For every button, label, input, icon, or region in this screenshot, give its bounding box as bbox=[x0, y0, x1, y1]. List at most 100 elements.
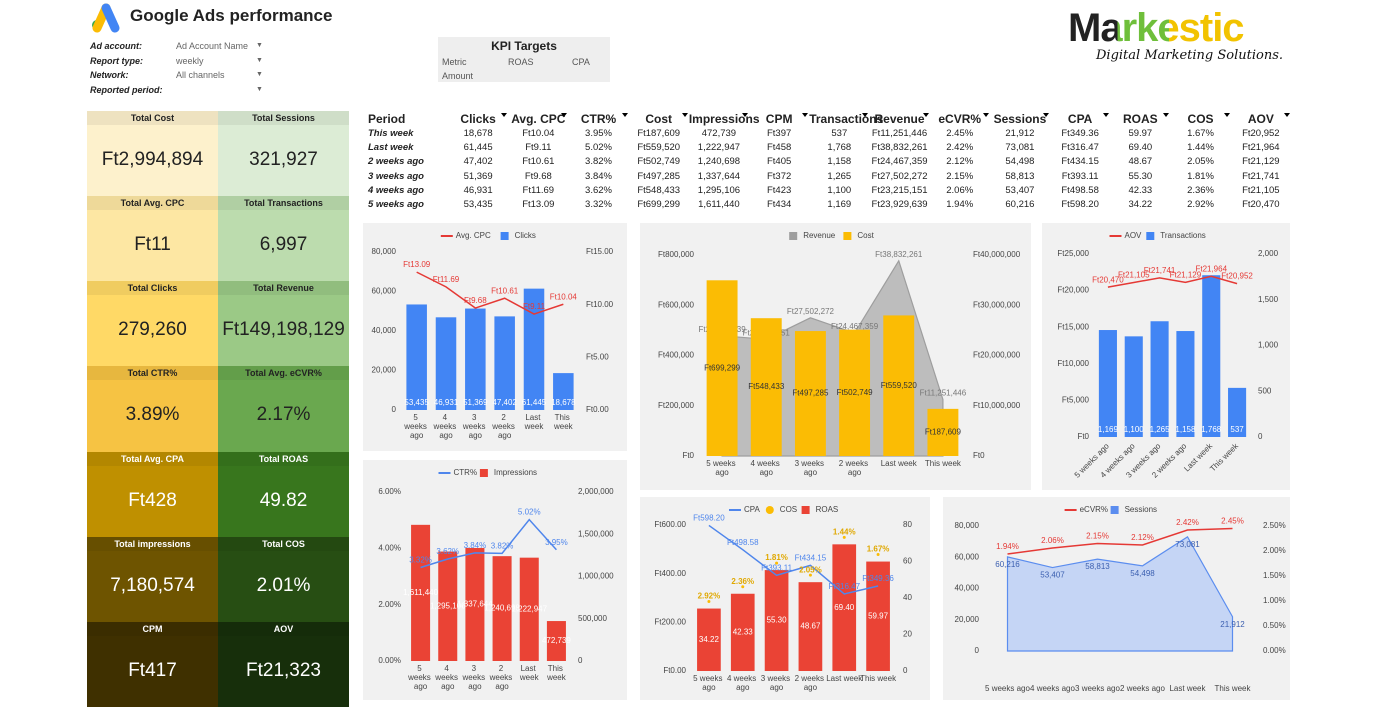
data-label: Ft11,251,446 bbox=[920, 389, 967, 398]
area bbox=[1006, 535, 1234, 652]
x-tick-label: Last week bbox=[881, 459, 918, 468]
x-tick-label: 5 weeks ago bbox=[985, 684, 1030, 693]
table-cell: 2.92% bbox=[1187, 199, 1214, 211]
data-label: 42.33 bbox=[733, 627, 754, 636]
data-label: 47,402 bbox=[492, 398, 517, 407]
y-tick-label: 0 bbox=[392, 405, 397, 414]
filter-dropdown[interactable]: ▼ bbox=[256, 71, 263, 78]
kpi-column: CPA bbox=[572, 57, 590, 67]
y2-tick-label: Ft5.00 bbox=[586, 352, 609, 361]
table-cell: 61,445 bbox=[463, 141, 493, 153]
scorecard-value: 2.17% bbox=[256, 404, 311, 426]
data-label: 46,931 bbox=[434, 398, 459, 407]
filter-dropdown[interactable]: ▼ bbox=[256, 42, 263, 49]
bar bbox=[438, 551, 458, 661]
bar bbox=[866, 561, 890, 671]
y-tick-label: Ft15,000 bbox=[1057, 322, 1089, 331]
legend-swatch bbox=[843, 232, 852, 240]
bar bbox=[697, 608, 721, 671]
bar bbox=[1098, 330, 1117, 437]
data-label: 1,295,106 bbox=[430, 601, 466, 610]
bar bbox=[406, 304, 427, 410]
line bbox=[420, 518, 557, 569]
scorecard: CPM Ft417 bbox=[87, 621, 218, 707]
y-tick-label: Ft5,000 bbox=[1062, 396, 1090, 405]
y-tick-label: Ft400,000 bbox=[658, 351, 695, 360]
chart: Ft0 Ft5,000 Ft10,000 Ft15,000 Ft20,000 Ft25,0… bbox=[1042, 223, 1290, 490]
data-label: 537 bbox=[1230, 425, 1244, 434]
table-cell: Ft23,215,151 bbox=[871, 184, 928, 196]
table-cell: 3.84% bbox=[585, 170, 612, 182]
table-cell: 47,402 bbox=[463, 156, 493, 168]
data-label: 51,369 bbox=[463, 398, 488, 407]
scorecard: Total Revenue Ft149,198,129 bbox=[218, 281, 349, 367]
scorecard: Total Avg. eCVR% 2.17% bbox=[218, 366, 349, 452]
table-cell: 2.12% bbox=[946, 156, 974, 168]
data-label: 3.95% bbox=[545, 538, 568, 547]
y-tick-label: 40,000 bbox=[955, 584, 980, 593]
legend-label: Avg. CPC bbox=[456, 231, 491, 240]
y-tick-label: 60,000 bbox=[955, 552, 980, 561]
table-cell: 472,739 bbox=[701, 127, 737, 139]
data-label: Ft20,952 bbox=[1221, 272, 1253, 281]
x-tick-label: 2 weeks ago bbox=[1120, 684, 1165, 693]
table-cell: 1,169 bbox=[827, 199, 852, 211]
legend-label: COS bbox=[780, 505, 797, 514]
scorecard-label: Total COS bbox=[218, 536, 349, 551]
y2-tick-label: 1.50% bbox=[1263, 571, 1286, 580]
x-tick-label: This week bbox=[553, 413, 574, 431]
y2-tick-label: 60 bbox=[903, 557, 912, 566]
y-tick-label: Ft600.00 bbox=[654, 520, 686, 529]
point bbox=[741, 585, 745, 589]
table-cell: Ft434 bbox=[766, 199, 792, 211]
legend-label: Cost bbox=[857, 231, 874, 240]
y2-tick-label: 80 bbox=[903, 520, 912, 529]
data-label: 2.42% bbox=[1176, 518, 1199, 527]
data-label: 69.40 bbox=[834, 603, 855, 612]
table-cell: 5 weeks ago bbox=[368, 199, 424, 211]
table-cell: 55.30 bbox=[1128, 170, 1153, 182]
column-header: CPM bbox=[749, 111, 809, 126]
x-tick-label: Last week bbox=[519, 664, 540, 682]
x-tick-label: 5 weeks ago bbox=[403, 413, 429, 440]
table-cell: This week bbox=[368, 127, 414, 139]
table-row: 3 weeks ago 51,369 Ft9.68 3.84% Ft497,285 1,3… bbox=[365, 169, 1291, 183]
column-header: CTR% bbox=[568, 111, 628, 126]
y-tick-label: 60,000 bbox=[372, 287, 397, 296]
data-label: Ft27,502,272 bbox=[787, 307, 835, 316]
table-cell: Ft502,749 bbox=[637, 156, 681, 168]
filter-dropdown[interactable]: ▼ bbox=[256, 85, 263, 93]
table-cell: Ft27,502,272 bbox=[871, 170, 928, 182]
weekly-table: Period Clicks Avg. CPC CTR% Cost Impressions C… bbox=[365, 111, 1291, 212]
table-cell: 58,813 bbox=[1005, 170, 1035, 182]
y2-tick-label: Ft20,000,000 bbox=[973, 351, 1021, 360]
table-cell: Ft20,470 bbox=[1242, 199, 1280, 211]
filter-label: Reported period: bbox=[90, 84, 163, 95]
data-label: 1.81% bbox=[765, 553, 788, 562]
data-label: 2.45% bbox=[1221, 517, 1244, 526]
data-label: Ft9.11 bbox=[523, 302, 546, 311]
table-row: Last week 61,445 Ft9.11 5.02% Ft559,520 1,222… bbox=[365, 140, 1291, 154]
scorecard-label: Total Avg. CPA bbox=[87, 451, 218, 466]
column-header: COS bbox=[1170, 111, 1230, 126]
table-row: 4 weeks ago 46,931 Ft11.69 3.62% Ft548,433 1,… bbox=[365, 183, 1291, 197]
scorecard: Total Transactions 6,997 bbox=[218, 196, 349, 282]
bar bbox=[794, 331, 826, 456]
y-tick-label: Ft800,000 bbox=[658, 250, 695, 259]
filter-dropdown[interactable]: ▼ bbox=[256, 56, 263, 64]
y2-tick-label: 2,000 bbox=[1258, 249, 1279, 258]
x-tick-label: 4 weeks ago bbox=[750, 459, 782, 477]
table-cell: 2.36% bbox=[1187, 184, 1214, 196]
bar bbox=[494, 316, 515, 410]
bar bbox=[883, 315, 915, 456]
column-header: Transactions bbox=[809, 111, 884, 126]
y2-tick-label: 2,000,000 bbox=[578, 487, 614, 496]
y2-tick-label: 1,000,000 bbox=[578, 572, 614, 581]
table-cell: 537 bbox=[831, 127, 848, 139]
legend-swatch bbox=[801, 506, 810, 514]
bar bbox=[523, 288, 545, 410]
column-header: Impressions bbox=[688, 111, 760, 126]
scorecard: Total ROAS 49.82 bbox=[218, 451, 349, 537]
legend-label: Sessions bbox=[1125, 505, 1157, 514]
table-cell: 48.67 bbox=[1128, 156, 1153, 168]
